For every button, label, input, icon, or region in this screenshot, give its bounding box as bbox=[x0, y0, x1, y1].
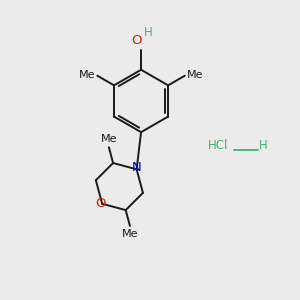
Text: Me: Me bbox=[100, 134, 117, 144]
Text: Me: Me bbox=[122, 229, 138, 239]
Text: Me: Me bbox=[187, 70, 204, 80]
Text: Me: Me bbox=[78, 70, 95, 80]
Text: N: N bbox=[132, 161, 142, 174]
Text: H: H bbox=[144, 26, 153, 39]
Text: H: H bbox=[259, 139, 268, 152]
Text: O: O bbox=[95, 197, 106, 210]
Text: O: O bbox=[131, 34, 141, 47]
Text: HCl: HCl bbox=[208, 139, 229, 152]
